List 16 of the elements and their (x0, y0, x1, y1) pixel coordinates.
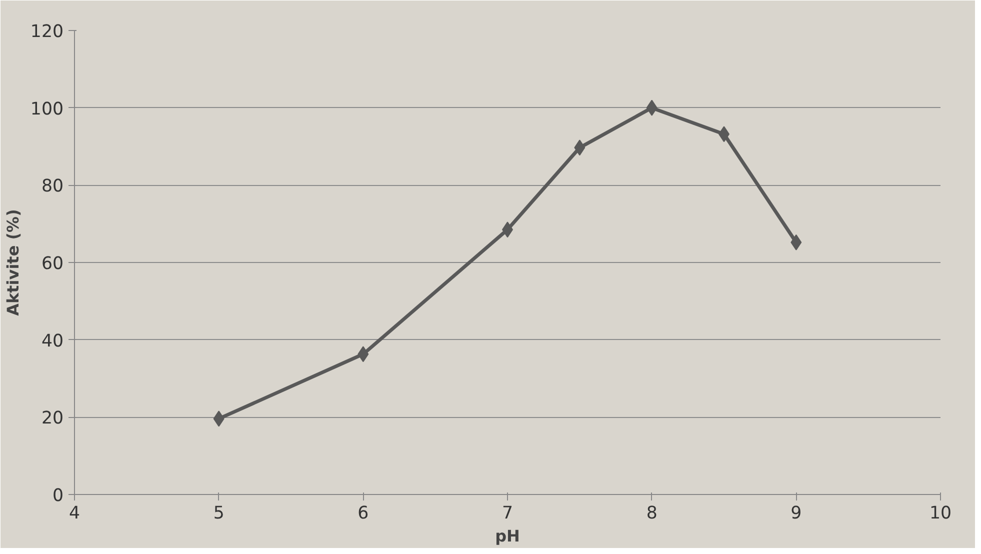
x-tick-label: 7 (502, 504, 514, 524)
y-tick-label: 60 (41, 254, 64, 274)
y-tick-label: 20 (41, 408, 64, 429)
y-tick-label: 120 (30, 22, 64, 42)
y-tick-label: 0 (52, 486, 64, 506)
y-axis-title: Aktivite (%) (3, 209, 22, 316)
x-tick-label: 10 (929, 504, 952, 524)
y-tick-label: 100 (30, 99, 64, 120)
x-tick-label: 4 (68, 504, 80, 524)
x-tick-label: 6 (358, 504, 369, 524)
x-tick-label: 5 (213, 504, 224, 524)
y-tick-label: 80 (41, 176, 64, 197)
x-tick-label: 8 (646, 504, 658, 524)
x-tick-label: 9 (790, 504, 802, 524)
y-tick-label: 40 (41, 331, 64, 352)
x-axis-title: pH (495, 526, 520, 546)
